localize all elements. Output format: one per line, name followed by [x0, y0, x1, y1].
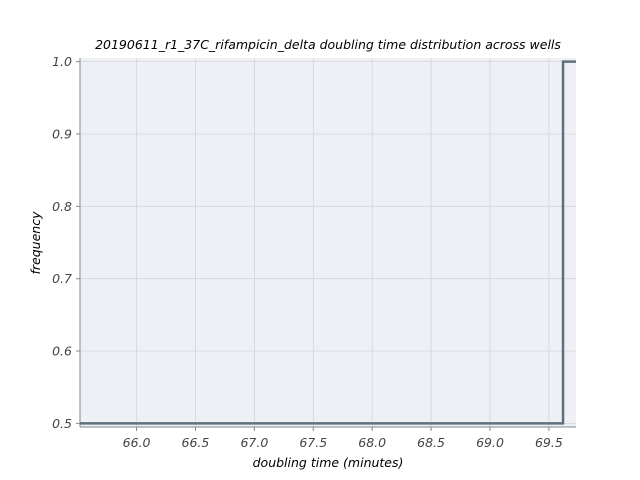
- y-tick-label: 0.6: [52, 344, 72, 359]
- series-layer: [80, 60, 576, 425]
- chart-title: 20190611_r1_37C_rifampicin_delta doublin…: [95, 37, 561, 52]
- x-tick-label: 66.5: [182, 435, 210, 450]
- y-tick-label: 1.0: [52, 54, 72, 69]
- x-tick-label: 67.5: [299, 435, 327, 450]
- x-tick-label: 68.5: [417, 435, 445, 450]
- x-axis-ticks: 66.0 66.5 67.0 67.5 68.0 68.5 69.0 69.5: [123, 427, 563, 450]
- x-tick-label: 68.0: [358, 435, 386, 450]
- ecdf-step-line: [80, 60, 576, 425]
- x-tick-label: 69.5: [535, 435, 563, 450]
- y-tick-label: 0.9: [52, 126, 72, 141]
- axes-spines: [79, 58, 576, 428]
- grid: [80, 58, 576, 427]
- y-axis-ticks: 0.5 0.6 0.7 0.8 0.9 1.0: [52, 54, 80, 431]
- x-tick-label: 66.0: [123, 435, 151, 450]
- plot-background: [80, 58, 576, 427]
- y-tick-label: 0.7: [52, 271, 72, 286]
- y-axis-label: frequency: [28, 211, 43, 275]
- y-tick-label: 0.5: [52, 416, 72, 431]
- y-tick-label: 0.8: [52, 199, 72, 214]
- x-tick-label: 67.0: [240, 435, 268, 450]
- x-axis-label: doubling time (minutes): [253, 455, 404, 470]
- x-tick-label: 69.0: [476, 435, 504, 450]
